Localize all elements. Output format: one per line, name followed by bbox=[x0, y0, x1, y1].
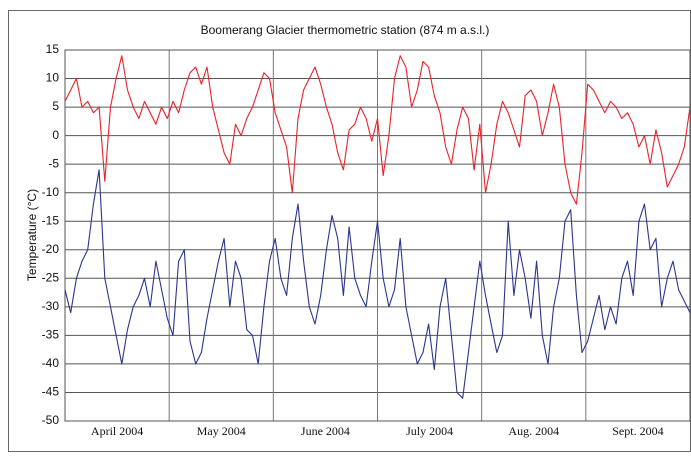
y-tick-label: -25 bbox=[42, 270, 60, 284]
chart-title: Boomerang Glacier thermometric station (… bbox=[201, 23, 490, 37]
plot-frame bbox=[64, 49, 691, 422]
x-tick-label: Aug. 2004 bbox=[508, 424, 559, 438]
y-axis-label: Temperature (°C) bbox=[25, 189, 39, 281]
y-tick-label: -5 bbox=[48, 156, 59, 170]
y-tick-label: -20 bbox=[42, 242, 60, 256]
y-tick-label: -40 bbox=[42, 356, 60, 370]
x-tick-label: May 2004 bbox=[197, 424, 246, 438]
y-tick-label: 10 bbox=[46, 71, 60, 85]
y-tick-label: 5 bbox=[52, 99, 59, 113]
x-tick-label: Sept. 2004 bbox=[612, 424, 663, 438]
y-tick-label: 0 bbox=[52, 128, 59, 142]
y-tick-label: -35 bbox=[42, 328, 60, 342]
y-tick-label: -50 bbox=[42, 413, 60, 427]
x-tick-label: July 2004 bbox=[406, 424, 453, 438]
y-tick-label: -30 bbox=[42, 299, 60, 313]
temperature-line bbox=[64, 169, 691, 399]
x-tick-label: April 2004 bbox=[91, 424, 143, 438]
y-tick-label: 15 bbox=[46, 42, 60, 56]
y-tick-label: -15 bbox=[42, 213, 60, 227]
y-tick-label: -10 bbox=[42, 185, 60, 199]
x-tick-label: June 2004 bbox=[301, 424, 350, 438]
temperature-line bbox=[64, 55, 691, 205]
y-tick-label: -45 bbox=[42, 385, 60, 399]
